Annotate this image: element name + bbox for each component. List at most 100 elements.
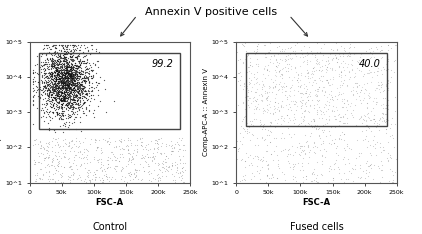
Point	[254, 51, 260, 55]
Point	[53, 100, 60, 104]
Point	[354, 81, 360, 85]
Point	[72, 55, 79, 59]
Point	[67, 178, 73, 181]
Point	[267, 60, 274, 64]
Point	[60, 58, 67, 62]
Point	[79, 89, 86, 92]
Point	[288, 78, 295, 81]
Point	[251, 75, 257, 79]
Point	[50, 76, 57, 80]
Point	[95, 157, 102, 161]
Point	[247, 161, 254, 165]
Point	[254, 164, 261, 168]
Point	[377, 68, 384, 72]
Point	[137, 178, 144, 182]
Point	[66, 92, 73, 95]
Point	[72, 88, 79, 91]
Point	[254, 105, 260, 109]
Point	[42, 62, 49, 66]
Point	[39, 153, 46, 156]
Point	[308, 124, 315, 127]
Point	[53, 84, 60, 88]
Point	[73, 112, 80, 115]
Point	[266, 86, 273, 90]
Point	[86, 108, 92, 112]
Point	[306, 80, 312, 84]
Point	[65, 144, 72, 148]
Point	[303, 177, 309, 181]
Point	[270, 175, 276, 179]
Point	[58, 96, 65, 99]
Point	[112, 169, 119, 173]
Point	[278, 136, 285, 140]
Point	[364, 164, 371, 168]
Point	[129, 151, 136, 155]
Point	[53, 77, 60, 81]
Point	[387, 126, 393, 129]
Point	[89, 177, 95, 181]
Point	[179, 154, 186, 158]
Point	[378, 56, 384, 60]
Point	[91, 140, 98, 144]
Point	[54, 69, 60, 73]
Point	[113, 146, 119, 149]
Point	[68, 145, 75, 149]
Point	[70, 98, 77, 102]
Point	[61, 94, 68, 97]
Point	[282, 59, 289, 63]
Point	[68, 71, 75, 75]
Point	[299, 101, 306, 105]
Point	[64, 88, 70, 92]
Point	[141, 169, 148, 173]
Point	[61, 81, 68, 85]
Point	[266, 140, 273, 144]
Point	[50, 96, 57, 100]
Point	[385, 151, 392, 155]
Point	[273, 107, 280, 111]
Point	[244, 52, 251, 56]
Point	[347, 42, 354, 46]
Point	[69, 77, 76, 81]
Point	[89, 88, 96, 92]
Point	[253, 99, 260, 102]
Point	[67, 91, 73, 95]
Point	[263, 95, 270, 99]
Point	[59, 103, 66, 107]
Point	[327, 66, 333, 70]
Point	[63, 103, 70, 107]
Point	[51, 65, 58, 69]
Point	[70, 43, 76, 47]
Point	[44, 76, 51, 80]
Point	[305, 70, 311, 73]
Point	[357, 176, 364, 180]
Point	[78, 62, 84, 65]
Point	[74, 80, 81, 84]
Point	[72, 84, 78, 88]
Point	[157, 151, 164, 155]
Point	[43, 83, 50, 86]
Point	[77, 63, 84, 67]
Point	[61, 62, 68, 66]
Point	[273, 153, 280, 157]
Point	[57, 74, 64, 78]
Point	[157, 168, 163, 172]
Point	[246, 96, 253, 100]
Point	[64, 71, 70, 75]
Point	[58, 90, 65, 94]
Point	[70, 170, 76, 174]
Point	[248, 123, 255, 126]
Point	[344, 84, 351, 88]
Point	[70, 96, 76, 99]
Point	[32, 179, 39, 183]
Point	[279, 84, 286, 88]
Point	[262, 91, 268, 95]
Point	[51, 43, 58, 47]
Point	[374, 58, 381, 62]
Point	[309, 71, 316, 74]
Point	[305, 121, 311, 125]
Point	[336, 115, 343, 119]
Point	[40, 173, 46, 177]
Point	[53, 68, 60, 71]
Point	[151, 157, 158, 161]
Point	[60, 72, 67, 76]
